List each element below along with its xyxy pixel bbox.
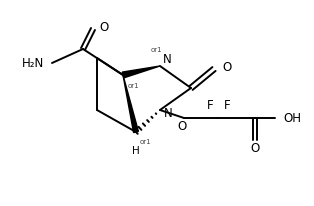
Text: N: N: [163, 53, 172, 66]
Text: F: F: [207, 98, 213, 111]
Text: or1: or1: [140, 139, 152, 145]
Text: or1: or1: [150, 47, 162, 53]
Text: O: O: [250, 142, 260, 154]
Text: F: F: [224, 98, 230, 111]
Text: OH: OH: [283, 111, 301, 124]
Text: H: H: [132, 146, 140, 156]
Polygon shape: [123, 75, 138, 132]
Text: O: O: [177, 121, 187, 133]
Text: O: O: [222, 61, 231, 74]
Text: N: N: [164, 107, 173, 119]
Polygon shape: [122, 66, 160, 78]
Text: O: O: [99, 21, 108, 34]
Text: or1: or1: [128, 83, 140, 89]
Text: H₂N: H₂N: [22, 56, 44, 69]
